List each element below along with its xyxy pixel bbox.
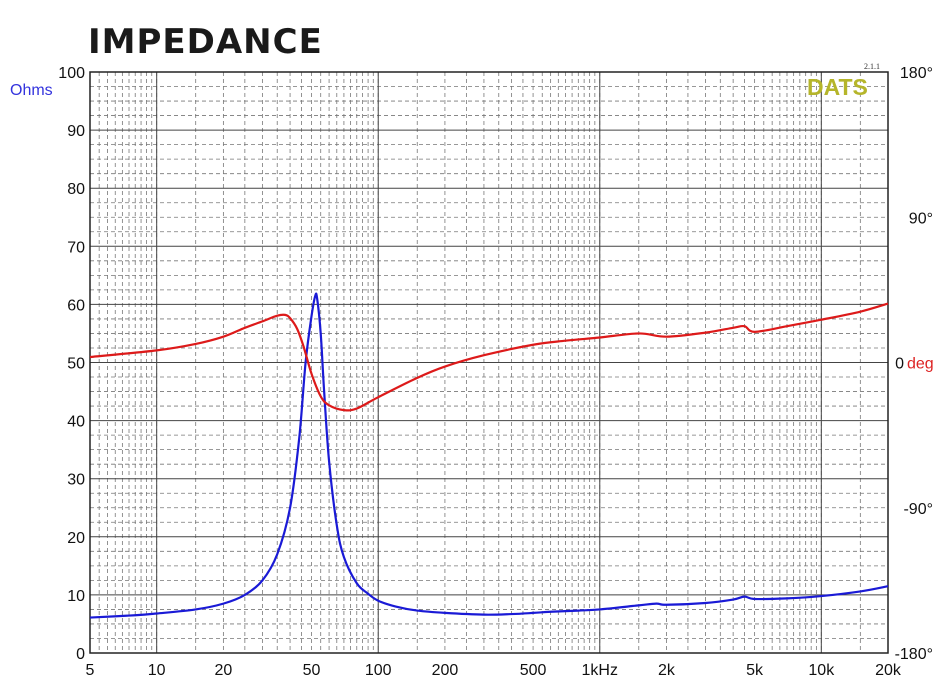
- y2-axis-label: deg: [907, 356, 934, 373]
- y-tick-label: 80: [67, 181, 85, 198]
- x-tick-label: 20k: [875, 662, 902, 679]
- y-tick-label: 20: [67, 530, 85, 547]
- x-tick-label: 10k: [808, 662, 835, 679]
- y-tick-label: 90: [67, 123, 85, 140]
- x-tick-label: 2k: [658, 662, 676, 679]
- y2-tick-label: -90°: [903, 501, 933, 518]
- series-group: [89, 292, 889, 619]
- version-label: 2.1.1: [864, 62, 880, 71]
- y-tick-label: 100: [58, 65, 85, 82]
- y2-axis-ticks: 180° 90° 0 -90° -180° deg: [895, 65, 934, 663]
- y2-tick-label: 180°: [900, 65, 933, 82]
- y2-tick-label: 90°: [909, 210, 933, 227]
- page-title: IMPEDANCE: [88, 22, 323, 62]
- plot-frame: [89, 71, 889, 654]
- x-axis-ticks: 5 10 20 50 100 200 500 1kHz 2k 5k 10k 20k: [86, 662, 902, 679]
- y-tick-label: 70: [67, 239, 85, 256]
- grid-major: [90, 72, 888, 653]
- x-tick-label: 500: [520, 662, 547, 679]
- y-tick-label: 30: [67, 472, 85, 489]
- phase-curve: [89, 302, 889, 412]
- x-tick-label: 10: [148, 662, 166, 679]
- y-tick-label: 0: [76, 646, 85, 663]
- x-tick-label: 100: [365, 662, 392, 679]
- brand-logo: DATS: [807, 74, 868, 100]
- x-tick-label: 200: [432, 662, 459, 679]
- impedance-curve: [89, 292, 889, 619]
- y-tick-label: 40: [67, 414, 85, 431]
- y-tick-label: 60: [67, 297, 85, 314]
- y-axis-ticks: 0 10 20 30 40 50 60 70 80 90 100: [58, 65, 85, 663]
- x-tick-label: 50: [303, 662, 321, 679]
- y2-tick-label: 0: [895, 356, 904, 373]
- x-tick-label: 5k: [746, 662, 764, 679]
- y-axis-label: Ohms: [10, 82, 53, 99]
- x-tick-label: 5: [86, 662, 95, 679]
- x-tick-label: 1kHz: [582, 662, 618, 679]
- y2-tick-label: -180°: [895, 646, 933, 663]
- y-tick-label: 10: [67, 588, 85, 605]
- y-tick-label: 50: [67, 356, 85, 373]
- x-tick-label: 20: [214, 662, 232, 679]
